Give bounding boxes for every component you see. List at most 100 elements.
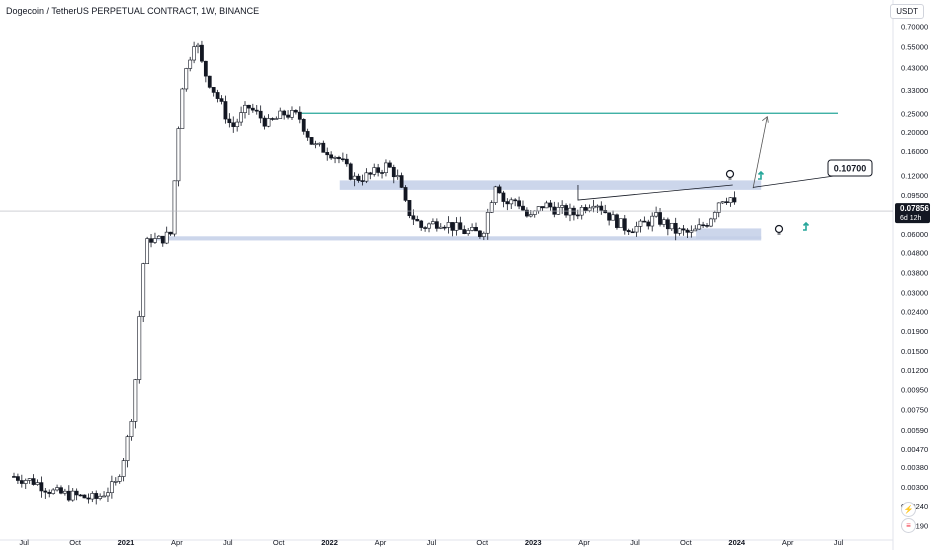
candle xyxy=(196,44,200,47)
candle xyxy=(376,167,381,173)
candle xyxy=(701,224,705,227)
candle xyxy=(35,482,40,485)
candle xyxy=(595,205,600,208)
candle xyxy=(387,162,392,168)
candle xyxy=(462,229,467,235)
y-tick-label: 0.09500 xyxy=(901,191,928,200)
candle xyxy=(564,205,568,216)
candle xyxy=(560,205,565,208)
candle xyxy=(125,436,130,461)
candle xyxy=(66,490,71,501)
candle xyxy=(419,220,424,228)
candle xyxy=(340,158,345,161)
candle xyxy=(141,263,146,317)
candle xyxy=(642,220,647,223)
candle xyxy=(344,158,349,165)
candle xyxy=(113,481,118,483)
candle xyxy=(470,227,474,231)
candle xyxy=(391,166,396,178)
price-tag-value: 0.07856 xyxy=(900,204,929,213)
candle xyxy=(607,212,612,221)
candle xyxy=(90,493,95,500)
candle xyxy=(294,110,298,113)
candle xyxy=(407,200,412,217)
x-tick-label: Apr xyxy=(782,538,794,547)
candle xyxy=(86,497,91,500)
candle xyxy=(98,495,103,499)
candle xyxy=(290,110,294,118)
y-tick-label: 0.03000 xyxy=(901,288,928,297)
candle xyxy=(712,212,717,220)
candle xyxy=(372,167,377,175)
candle xyxy=(403,187,408,201)
candle xyxy=(82,494,87,499)
x-tick-label: Jul xyxy=(834,538,844,547)
candle xyxy=(149,238,153,243)
candle xyxy=(478,230,482,237)
candle xyxy=(587,207,592,211)
x-tick-label: Oct xyxy=(69,538,82,547)
candle xyxy=(309,137,314,145)
candle xyxy=(43,490,48,493)
candle xyxy=(219,98,224,102)
candle xyxy=(415,219,420,222)
annotation-box xyxy=(827,159,873,177)
y-tick-label: 0.33000 xyxy=(901,86,928,95)
candle xyxy=(638,220,643,227)
candle xyxy=(102,495,106,498)
currency-button[interactable]: USDT xyxy=(890,4,924,19)
x-tick-label: 2022 xyxy=(321,538,338,547)
candle xyxy=(505,201,510,205)
candle xyxy=(427,223,431,229)
candle xyxy=(258,110,263,119)
candle xyxy=(458,222,463,230)
y-tick-label: 0.01200 xyxy=(901,366,928,375)
lightbulb-icon xyxy=(774,224,784,234)
x-tick-label: Apr xyxy=(171,538,183,547)
us-flag-icon[interactable]: ≡ xyxy=(901,518,916,533)
candle xyxy=(646,221,651,227)
support-zone xyxy=(156,236,762,241)
y-tick-label: 0.00470 xyxy=(901,445,928,454)
candle xyxy=(78,494,83,497)
candle xyxy=(164,231,169,244)
candle xyxy=(333,157,337,159)
candle xyxy=(697,224,702,230)
chart-title: Dogecoin / TetherUS PERPETUAL CONTRACT, … xyxy=(6,6,260,16)
candle xyxy=(591,205,596,209)
candle xyxy=(544,202,549,209)
candle xyxy=(364,172,369,182)
resistance-path xyxy=(577,184,733,201)
candle xyxy=(247,104,251,109)
candle xyxy=(62,490,67,494)
support-zone xyxy=(696,228,762,239)
candle xyxy=(497,186,502,194)
x-tick-label: Oct xyxy=(273,538,286,547)
candle xyxy=(59,487,63,494)
candle xyxy=(615,214,619,228)
y-tick-label: 0.00950 xyxy=(901,386,928,395)
candle xyxy=(654,212,659,217)
candle xyxy=(575,214,580,217)
candle xyxy=(337,157,341,160)
candle xyxy=(243,104,247,113)
candle xyxy=(192,46,197,61)
candle xyxy=(286,114,290,118)
lightning-icon[interactable]: ⚡ xyxy=(901,502,916,517)
candle xyxy=(317,142,322,145)
y-tick-label: 0.02400 xyxy=(901,307,928,316)
candle xyxy=(129,421,134,437)
candle xyxy=(662,219,666,225)
candle xyxy=(176,128,181,182)
candle xyxy=(446,222,451,228)
price-tag-countdown: 6d 12h xyxy=(900,215,922,222)
candle xyxy=(329,154,334,159)
candle xyxy=(528,214,533,217)
candle xyxy=(121,460,126,477)
candle xyxy=(411,215,416,220)
x-tick-label: Jul xyxy=(427,538,437,547)
candle xyxy=(618,218,623,228)
x-tick-label: Apr xyxy=(578,538,590,547)
candle xyxy=(203,60,208,77)
